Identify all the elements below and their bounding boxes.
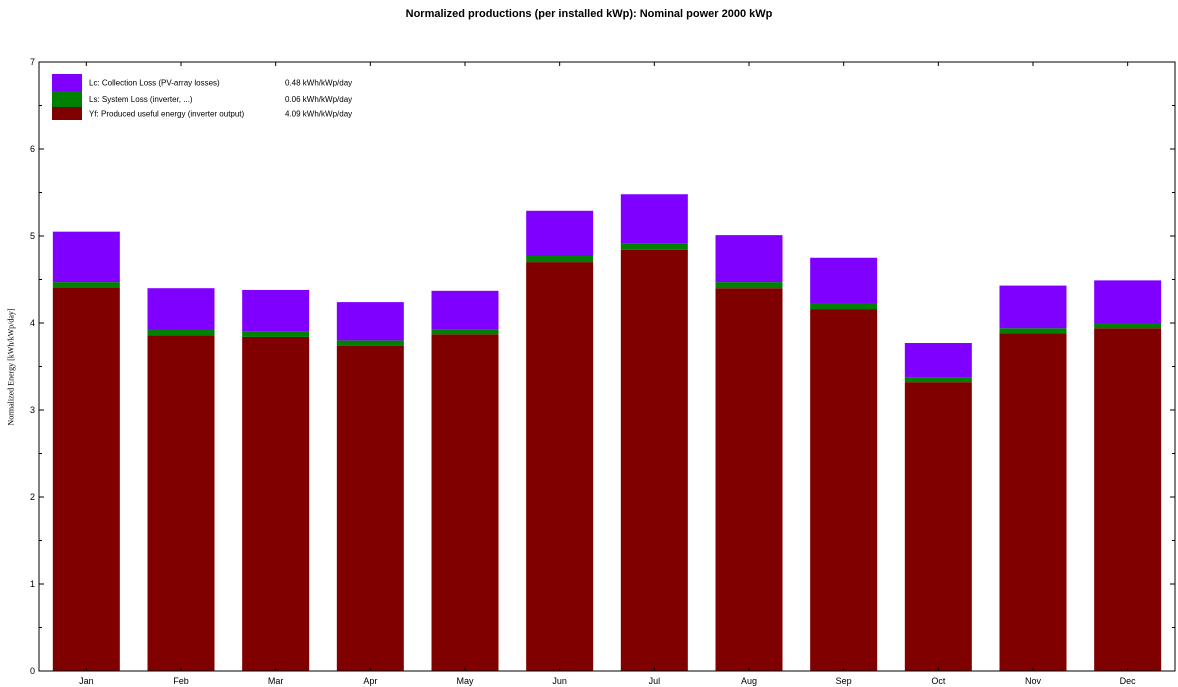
bar-jul-series-0 — [620, 249, 688, 672]
bar-dec-series-2 — [1094, 280, 1162, 323]
x-tick-label: Jul — [649, 676, 661, 686]
bar-aug-series-1 — [715, 282, 783, 289]
legend-value: 4.09 kWh/kWp/day — [285, 110, 352, 119]
bar-jan-series-1 — [52, 282, 120, 288]
bar-nov-series-2 — [999, 285, 1067, 329]
x-tick-label: Feb — [173, 676, 189, 686]
bar-oct-series-0 — [904, 382, 972, 671]
bar-sep-series-2 — [810, 257, 878, 303]
legend-swatch — [52, 107, 82, 120]
bar-jun-series-0 — [526, 262, 594, 671]
y-tick-label: 3 — [30, 405, 35, 415]
bar-sep-series-1 — [810, 302, 878, 310]
bar-nov-series-0 — [999, 333, 1067, 671]
legend-swatch — [52, 91, 82, 107]
bar-aug-series-2 — [715, 235, 783, 283]
bar-aug-series-0 — [715, 288, 783, 671]
x-tick-label: Sep — [836, 676, 852, 686]
bar-apr-series-0 — [336, 345, 404, 671]
legend-label: Lc: Collection Loss (PV-array losses) — [89, 79, 220, 88]
bar-dec-series-0 — [1094, 328, 1162, 671]
bar-may-series-2 — [431, 290, 499, 330]
bar-may-series-1 — [431, 329, 499, 335]
bar-jul-series-2 — [620, 194, 688, 244]
x-tick-label: Nov — [1025, 676, 1042, 686]
x-tick-label: May — [456, 676, 474, 686]
x-tick-label: Oct — [931, 676, 946, 686]
y-tick-label: 0 — [30, 666, 35, 676]
bar-mar-series-0 — [242, 336, 310, 671]
y-tick-label: 2 — [30, 492, 35, 502]
bar-feb-series-0 — [147, 335, 215, 671]
bar-jul-series-1 — [620, 243, 688, 250]
bars-group — [52, 194, 1162, 672]
x-tick-label: Aug — [741, 676, 757, 686]
x-tick-label: Jun — [552, 676, 567, 686]
y-tick-label: 1 — [30, 579, 35, 589]
bar-oct-series-2 — [904, 343, 972, 378]
bar-dec-series-1 — [1094, 323, 1162, 329]
bar-apr-series-1 — [336, 340, 404, 346]
y-tick-label: 7 — [30, 57, 35, 67]
bar-mar-series-2 — [242, 289, 310, 332]
bar-jan-series-0 — [52, 287, 120, 671]
bar-sep-series-0 — [810, 309, 878, 671]
bar-apr-series-2 — [336, 302, 404, 341]
x-tick-label: Mar — [268, 676, 284, 686]
bar-feb-series-1 — [147, 329, 215, 336]
chart-title: Normalized productions (per installed kW… — [405, 8, 773, 20]
bar-oct-series-1 — [904, 377, 972, 383]
bar-jun-series-1 — [526, 256, 594, 263]
x-tick-label: Dec — [1120, 676, 1137, 686]
legend-label: Ls: System Loss (inverter, ...) — [89, 95, 193, 104]
bar-feb-series-2 — [147, 288, 215, 330]
x-tick-label: Jan — [79, 676, 94, 686]
y-tick-label: 5 — [30, 231, 35, 241]
bar-nov-series-1 — [999, 328, 1067, 334]
bar-jun-series-2 — [526, 210, 594, 257]
legend-value: 0.06 kWh/kWp/day — [285, 95, 352, 104]
y-tick-label: 4 — [30, 318, 35, 328]
x-tick-label: Apr — [363, 676, 377, 686]
legend: Lc: Collection Loss (PV-array losses) 0.4… — [52, 74, 352, 120]
legend-label: Yf: Produced useful energy (inverter out… — [89, 110, 245, 119]
legend-value: 0.48 kWh/kWp/day — [285, 79, 352, 88]
legend-swatch — [52, 74, 82, 91]
bar-mar-series-1 — [242, 331, 310, 337]
bar-may-series-0 — [431, 334, 499, 671]
axes-group: Jan Feb Mar Apr May Jun Jul Aug Sep Oct Nov Dec 0 1 2 3… — [30, 57, 1175, 686]
y-tick-label: 6 — [30, 144, 35, 154]
bar-jan-series-2 — [52, 231, 120, 283]
